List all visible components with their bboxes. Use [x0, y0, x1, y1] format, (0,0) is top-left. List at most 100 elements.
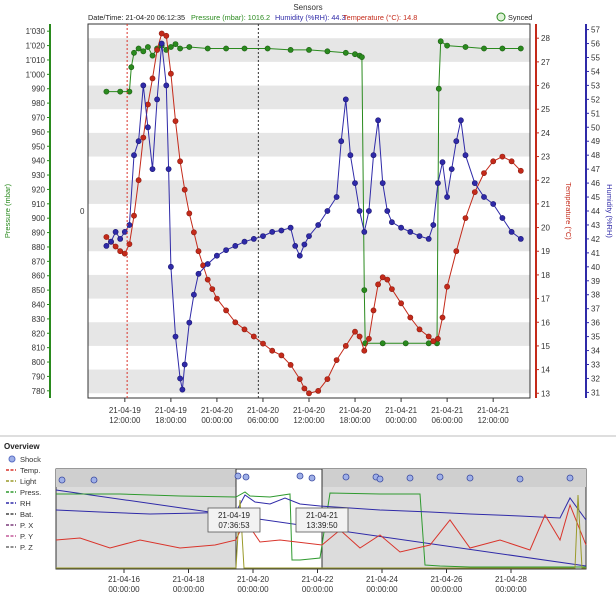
overview-line [56, 494, 586, 569]
humidity-data-point [356, 208, 363, 214]
humidity-data-point [448, 166, 455, 172]
pressure-tick-label: 930 [32, 171, 46, 180]
x-tick-time: 18:00:00 [339, 416, 371, 425]
overview-tick-date: 21-04-22 [301, 575, 334, 584]
x-tick-time: 00:00:00 [201, 416, 233, 425]
overview-tick-time: 00:00:00 [173, 585, 205, 594]
overview-tick-date: 21-04-16 [108, 575, 141, 584]
temperature-data-point [444, 283, 450, 290]
humidity-axis-ticks: 31 32 33 34 35 36 37 38 39 40 41 42 43 44 45 46 47 48 49 50… [586, 26, 600, 397]
pressure-tick-label: 950 [32, 142, 46, 151]
temperature-data-point [167, 70, 174, 77]
humidity-data-point [333, 194, 340, 200]
temperature-tick-label: 20 [541, 224, 550, 233]
temperature-data-point [333, 357, 340, 363]
pressure-tick-label: 780 [32, 387, 46, 396]
humidity-tick-label: 40 [591, 263, 600, 272]
pressure-series-line [106, 40, 521, 344]
legend-label: Shock [20, 455, 41, 464]
humidity-data-point [430, 222, 437, 228]
humidity-data-point [434, 180, 441, 186]
pressure-tick-label: 940 [32, 157, 46, 166]
temperature-data-point [375, 281, 381, 288]
temperature-tick-label: 28 [541, 34, 550, 43]
shock-point [516, 475, 524, 483]
shock-point [308, 474, 316, 482]
temperature-data-point [407, 314, 414, 321]
x-tick-time: 06:00:00 [247, 416, 279, 425]
temperature-data-point [361, 347, 368, 354]
pressure-tick-label: 830 [32, 315, 46, 324]
pressure-data-point [287, 47, 294, 53]
humidity-data-point [167, 263, 174, 270]
humidity-data-point [338, 138, 345, 145]
pressure-data-point [144, 44, 151, 50]
temperature-data-point [287, 361, 294, 368]
pressure-tick-label: 840 [32, 301, 46, 310]
pressure-tick-label: 960 [32, 128, 46, 137]
humidity-data-point [223, 247, 229, 253]
humidity-tick-label: 36 [591, 319, 600, 328]
temperature-data-point [117, 248, 124, 255]
pressure-data-point [140, 48, 147, 55]
shock-point [566, 474, 574, 482]
humidity-data-point [416, 233, 423, 239]
temperature-data-point [462, 215, 469, 221]
overview-tick-time: 00:00:00 [108, 585, 140, 594]
temperature-data-point [241, 326, 248, 333]
x-tick-time: 18:00:00 [155, 416, 187, 425]
pressure-data-point [117, 88, 124, 95]
grid-band [88, 322, 530, 346]
temperature-data-point [112, 243, 119, 250]
temperature-data-point [204, 276, 211, 283]
temperature-data-point [315, 387, 322, 394]
pressure-tick-label: 850 [32, 286, 46, 295]
humidity-data-point [499, 215, 506, 221]
x-axis-ticks: 21-04-1912:00:0021-04-1918:00:0021-04-20… [109, 398, 510, 425]
x-tick-time: 00:00:00 [386, 416, 418, 425]
temperature-tick-label: 14 [541, 366, 550, 375]
humidity-data-point [232, 242, 239, 249]
humidity-data-point [361, 228, 368, 235]
pressure-tick-label: 890 [32, 229, 46, 238]
pressure-data-point [186, 44, 193, 50]
overview-tick-date: 21-04-28 [495, 575, 528, 584]
synced-indicator[interactable]: Synced [496, 12, 532, 22]
overview-tick-date: 21-04-18 [172, 575, 205, 584]
humidity-data-point [158, 40, 165, 47]
pressure-tick-label: 810 [32, 344, 46, 353]
humidity-data-point [306, 233, 312, 239]
humidity-tick-label: 43 [591, 221, 600, 230]
overview-tick-time: 00:00:00 [366, 585, 398, 594]
humidity-data-point [121, 228, 128, 235]
legend-label: P. Z [20, 543, 33, 552]
grid-band [88, 227, 530, 252]
humidity-data-point [517, 235, 524, 242]
selection-end-date: 21-04-21 [306, 511, 339, 520]
pressure-data-point [172, 41, 179, 47]
humidity-data-point [108, 238, 114, 245]
humidity-tick-label: 53 [591, 81, 600, 90]
temperature-data-point [223, 307, 229, 314]
overview-line [55, 503, 587, 553]
x-tick-time: 06:00:00 [432, 416, 464, 425]
temperature-data-point [342, 342, 349, 349]
humidity-tick-label: 35 [591, 333, 600, 342]
overview-line [56, 491, 586, 568]
humidity-data-point [131, 152, 137, 159]
humidity-data-point [296, 252, 303, 259]
humidity-data-point [117, 235, 124, 242]
temperature-data-point [269, 347, 276, 354]
selection-start-date: 21-04-19 [218, 511, 251, 520]
shock-point [234, 472, 242, 480]
shock-point [466, 474, 474, 482]
legend-label: P. X [20, 521, 33, 530]
temperature-data-point [430, 338, 437, 345]
temperature-data-point [471, 189, 478, 195]
temperature-tick-label: 23 [541, 153, 550, 162]
grid-band [88, 369, 530, 394]
grid-band [88, 274, 530, 299]
temperature-data-point [181, 186, 188, 193]
synced-icon [496, 12, 506, 22]
